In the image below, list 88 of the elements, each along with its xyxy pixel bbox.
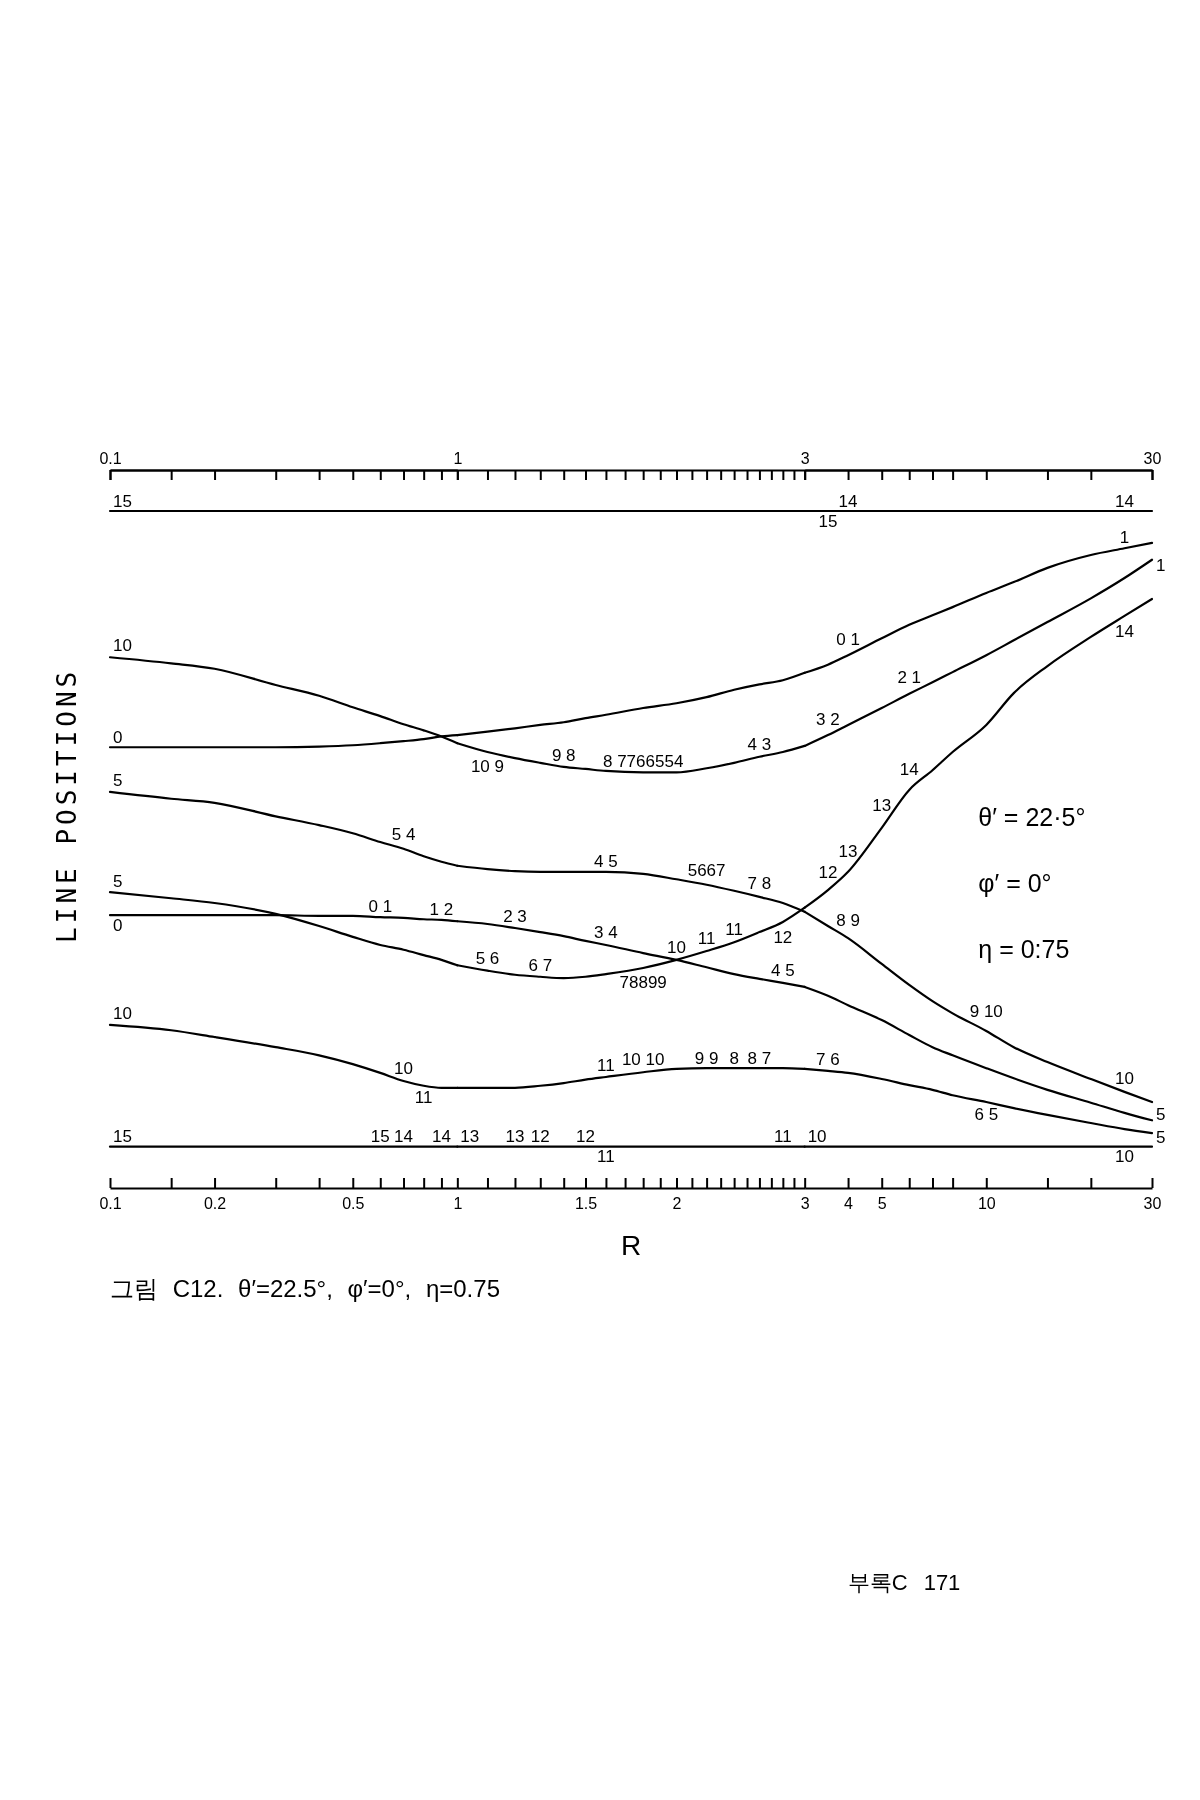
x2-tick-label: 30 [1143, 450, 1162, 467]
annotation: 13 [505, 1127, 525, 1147]
annotation: 9 9 [694, 1048, 719, 1068]
annotation: 8 7766554 [602, 752, 684, 772]
annotation: 2 1 [897, 668, 922, 688]
annotation: 0 1 [368, 897, 393, 917]
annotation: 5667 [687, 861, 726, 881]
x-tick-label: 1.5 [574, 1195, 598, 1213]
x-tick-label: 0.2 [203, 1195, 227, 1213]
annotation: 12 [773, 927, 793, 947]
annotation: 13 [460, 1127, 480, 1147]
annotation: 15 [113, 1127, 132, 1147]
annotation: 4 3 [747, 734, 772, 754]
annotation: 12 [576, 1127, 595, 1147]
x2-tick-label: 0.1 [99, 450, 122, 467]
x-axis-title: R [620, 1229, 642, 1261]
annotation: 10 10 [621, 1050, 665, 1070]
annotation: 14 [394, 1127, 413, 1147]
annotation: 10 [1115, 1068, 1134, 1088]
annotation: 13 [838, 841, 858, 861]
annotation: φ′ = 0° [978, 868, 1052, 897]
annotation: 7 6 [816, 1050, 840, 1070]
annotation: 10 [113, 635, 132, 655]
x-tick-label: 0.5 [342, 1195, 365, 1213]
x-tick-label: 10 [977, 1195, 996, 1213]
annotation: 13 [872, 795, 892, 815]
annotation: 9 8 [551, 745, 576, 765]
annotation: 10 [113, 1003, 132, 1023]
annotation: 8 7 [747, 1048, 772, 1068]
x-tick-label: 2 [672, 1195, 682, 1213]
annotation: 0 1 [836, 629, 860, 649]
annotation: 9 10 [969, 1002, 1003, 1022]
annotation: 8 9 [836, 910, 860, 930]
annotation: 15 [113, 491, 132, 511]
annotation: 78899 [619, 973, 667, 993]
annotation: 15 [370, 1127, 390, 1147]
annotation: 12 [530, 1127, 550, 1147]
x-tick-label: 3 [800, 1195, 810, 1213]
annotation: 1 [1156, 556, 1166, 576]
annotation: η = 0:75 [978, 934, 1070, 963]
annotation: 11 [597, 1147, 615, 1167]
text: 부록C 171 [847, 1569, 961, 1595]
text: 그림 C12. θ′=22.5°, φ′=0°, η=0.75 [110, 1274, 500, 1302]
x-tick-label: 0.1 [99, 1195, 122, 1213]
annotation: 4 5 [594, 852, 618, 872]
annotation: 10 [394, 1058, 413, 1078]
annotation: 5 [113, 871, 123, 891]
x2-tick-label: 1 [453, 450, 463, 467]
annotation: 12 [818, 862, 838, 882]
annotation: 11 [774, 1127, 792, 1147]
x-tick-label: 5 [877, 1195, 887, 1213]
annotation: 15 [818, 511, 838, 531]
annotation: 5 [1156, 1104, 1166, 1124]
annotation: 6 5 [974, 1105, 999, 1125]
x-tick-label: 30 [1143, 1195, 1162, 1213]
annotation: 14 [899, 759, 919, 779]
annotation: 5 [1156, 1128, 1166, 1148]
annotation: 4 5 [771, 961, 795, 981]
annotation: 1 [1119, 527, 1130, 547]
annotation: θ′ = 22·5° [978, 802, 1086, 831]
annotation: 14 [1115, 622, 1134, 642]
annotation: 14 [1115, 491, 1134, 511]
annotation: 3 4 [594, 922, 618, 942]
annotation: 11 [697, 928, 716, 948]
annotation: 10 9 [470, 756, 505, 776]
annotation: 6 7 [528, 956, 553, 976]
annotation: 11 [414, 1087, 433, 1107]
annotation: 8 [729, 1048, 739, 1068]
annotation: 0 [113, 727, 123, 747]
annotation: 14 [431, 1127, 451, 1147]
annotation: 10 [667, 937, 686, 957]
annotation: 5 [113, 771, 123, 791]
x2-tick-label: 3 [800, 450, 810, 467]
annotation: 11 [597, 1056, 615, 1076]
annotation: 10 [1115, 1147, 1134, 1167]
annotation: 14 [838, 491, 858, 511]
annotation: 10 [807, 1127, 827, 1147]
x-tick-label: 1 [453, 1195, 463, 1213]
x-tick-label: 4 [844, 1195, 854, 1213]
annotation: 1 2 [429, 899, 454, 919]
annotation: 5 4 [391, 825, 416, 845]
annotation: 11 [725, 919, 743, 939]
annotation: 5 6 [475, 949, 500, 969]
annotation: 2 3 [503, 906, 527, 926]
y-axis-title: LINE POSITIONS [52, 667, 82, 943]
annotation: 3 2 [816, 709, 840, 729]
annotation: 0 [113, 915, 123, 935]
annotation: 7 8 [747, 874, 772, 894]
